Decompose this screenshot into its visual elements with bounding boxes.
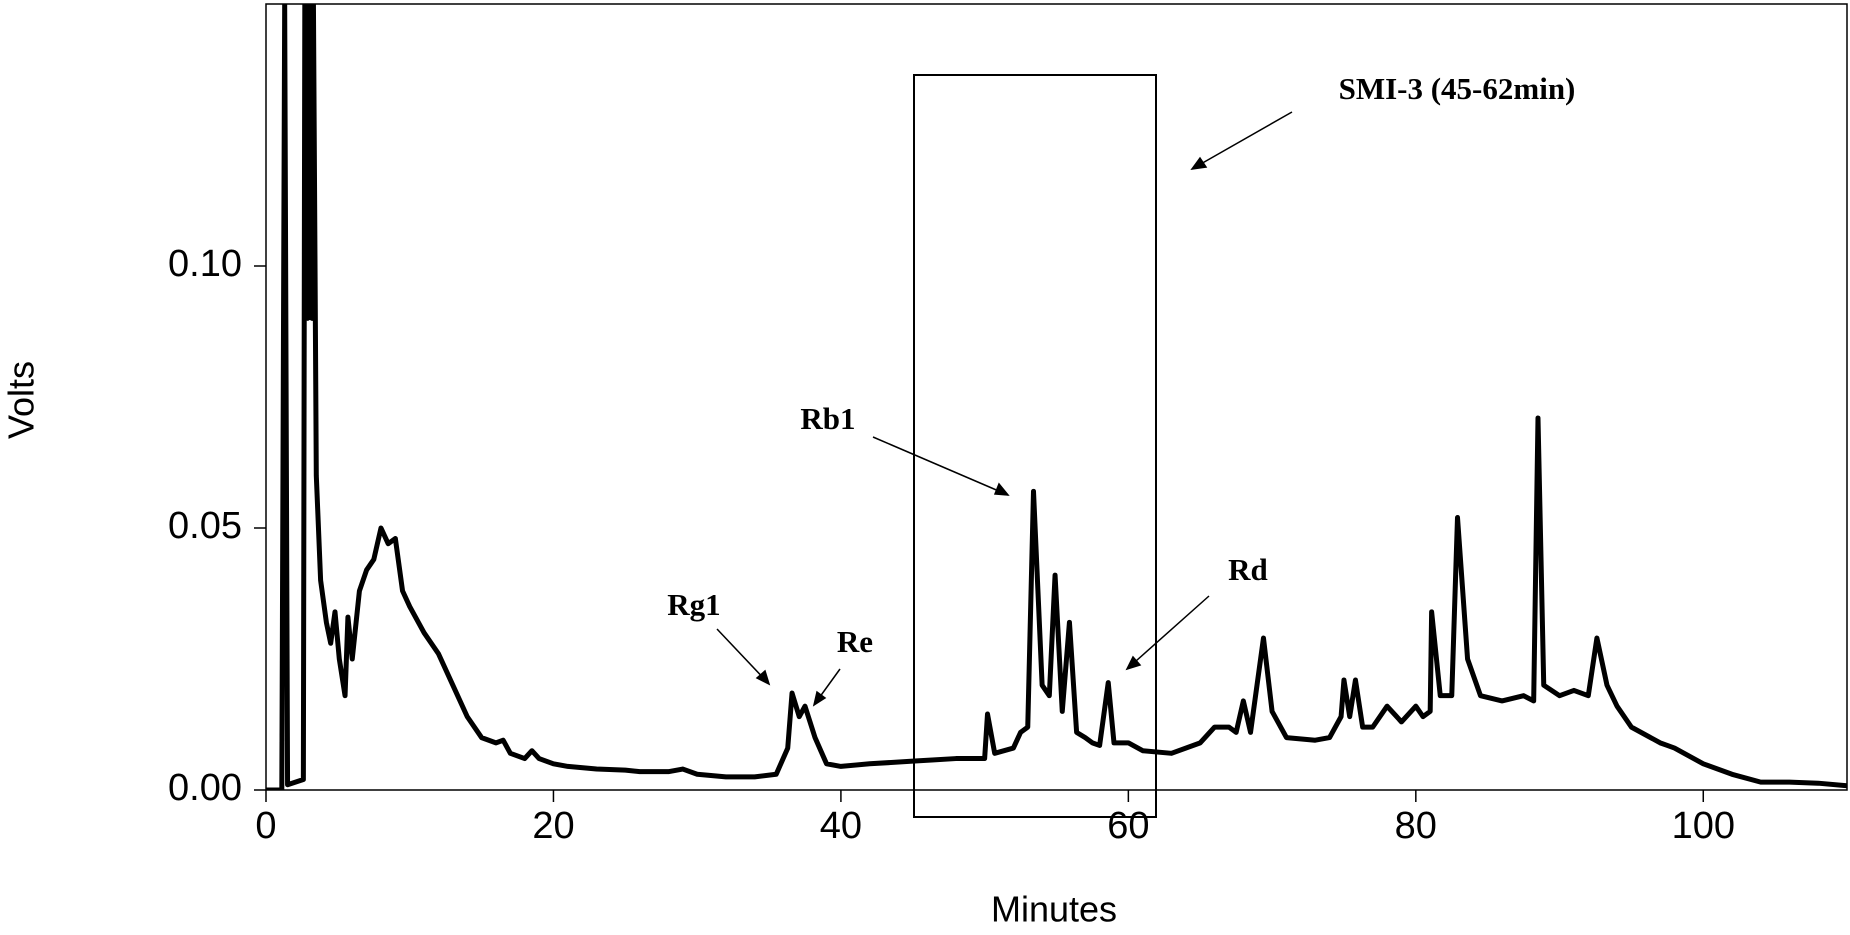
x-tick-label: 100 <box>1672 805 1735 847</box>
annotation: Rd <box>1228 552 1268 587</box>
arrow <box>872 436 1009 496</box>
y-tick-label: 0.10 <box>168 243 242 285</box>
x-axis-label: Minutes <box>991 889 1117 930</box>
arrowhead <box>755 669 771 686</box>
highlight-box <box>913 74 1157 818</box>
arrowhead <box>1190 156 1208 170</box>
arrowhead <box>1125 655 1142 671</box>
arrowhead <box>812 690 827 707</box>
x-tick-label: 40 <box>820 805 862 847</box>
x-tick-label: 20 <box>532 805 574 847</box>
arrow <box>1191 111 1293 170</box>
plot-frame <box>265 3 1848 791</box>
annotation: SMI-3 (45-62min) <box>1339 71 1576 106</box>
annotation: Rb1 <box>800 401 855 436</box>
x-tick-label: 0 <box>255 805 276 847</box>
chromatogram-line <box>266 4 1847 790</box>
arrowhead <box>993 482 1010 496</box>
y-axis-label: Volts <box>1 361 42 439</box>
x-tick-label: 80 <box>1395 805 1437 847</box>
arrow <box>1126 595 1210 670</box>
annotation: Rg1 <box>667 587 720 622</box>
annotation: Re <box>837 624 873 659</box>
y-tick-label: 0.00 <box>168 767 242 809</box>
y-tick-label: 0.05 <box>168 505 242 547</box>
x-tick-label: 60 <box>1107 805 1149 847</box>
annotation-arrows <box>716 111 1293 707</box>
